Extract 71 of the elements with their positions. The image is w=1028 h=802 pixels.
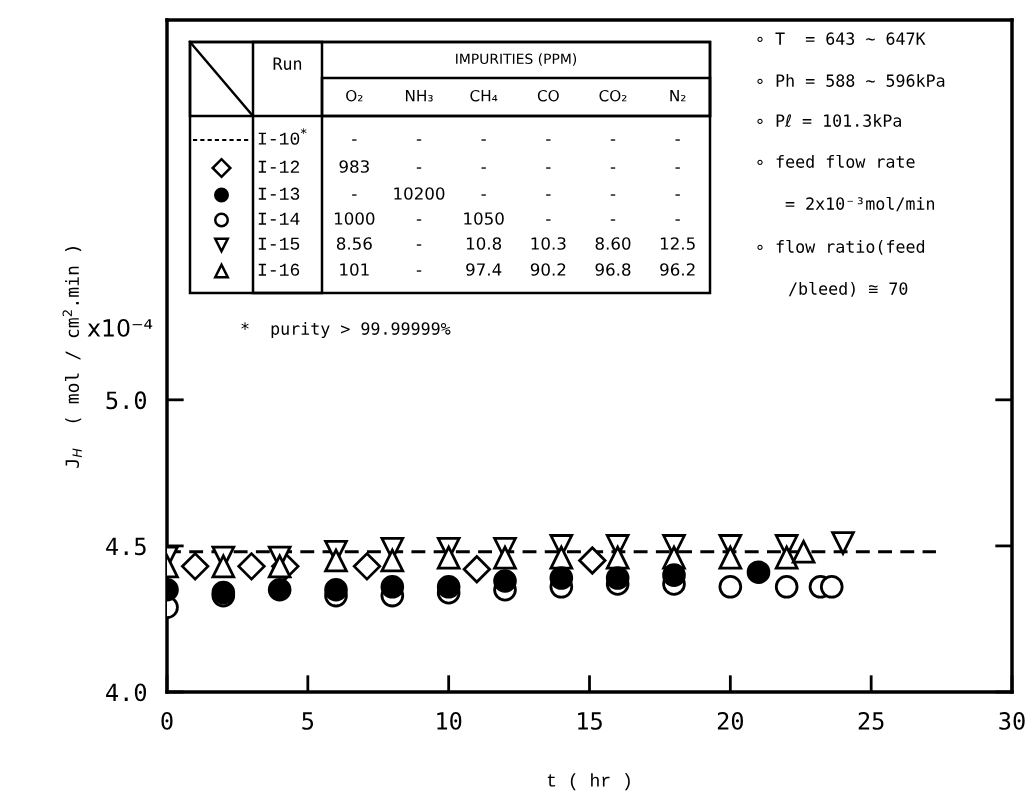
annotation: 1050 — [464, 212, 504, 225]
y-tick-label: 4.0 — [106, 683, 147, 702]
annotation: ∘ Ph = 588 ∼ 596kPa — [757, 73, 945, 87]
annotation: 10200 — [394, 187, 445, 200]
annotation: - — [352, 194, 357, 196]
annotation: N₂ — [670, 90, 686, 102]
annotation: - — [675, 194, 680, 196]
annotation: - — [416, 139, 422, 141]
legend-label: I-16 — [258, 263, 300, 276]
annotation: - — [610, 139, 616, 141]
annotation: - — [546, 139, 551, 141]
annotation: - — [610, 167, 616, 169]
annotation: NH₃ — [405, 90, 433, 102]
annotation: 983 — [339, 160, 369, 173]
annotation: CH₄ — [470, 89, 498, 102]
annotation: 12.5 — [660, 237, 695, 250]
x-tick-label: 15 — [578, 712, 602, 730]
annotation: /bleed) ≅ 70 — [788, 281, 908, 297]
annotation: = 2x10⁻³mol/min — [785, 196, 935, 212]
annotation: 96.2 — [660, 263, 695, 276]
annotation: - — [481, 139, 486, 141]
annotation: 10.8 — [466, 237, 502, 250]
annotation: - — [675, 167, 680, 169]
annotation: - — [546, 194, 551, 196]
y-tick-label: 5.0 — [106, 391, 147, 410]
annotation: ∘ feed flow rate — [757, 154, 915, 168]
annotation: 101 — [340, 263, 369, 276]
legend-label: I-12 — [258, 160, 300, 173]
annotation: Run — [273, 57, 302, 70]
legend-label: I-15 — [258, 237, 300, 250]
annotation: ∘ flow ratio(feed — [757, 239, 925, 255]
x-tick-label: 5 — [302, 712, 314, 730]
x-axis-title: t ( hr ) — [547, 773, 630, 791]
annotation: - — [546, 219, 551, 221]
annotation: - — [546, 167, 551, 169]
annotation: CO₂ — [599, 89, 627, 102]
x-tick-label: 30 — [999, 711, 1025, 730]
annotation: - — [416, 270, 422, 272]
annotation: ∘ Pℓ = 101.3kPa — [757, 113, 901, 127]
annotation: O₂ — [346, 89, 363, 102]
annotation: - — [675, 139, 680, 141]
annotation: - — [416, 167, 422, 169]
annotation: - — [610, 194, 616, 196]
annotation: 8.56 — [336, 237, 372, 250]
legend-label: I-13 — [258, 187, 300, 200]
text: J$_{H}$ ( mol / cm$^{2}$.min ) — [62, 247, 82, 468]
x-tick-label: 0 — [161, 711, 173, 730]
annotation: CO — [537, 89, 559, 102]
x-tick-label: 25 — [858, 711, 884, 730]
annotation: - — [481, 194, 486, 196]
annotation: - — [352, 139, 357, 141]
annotation: IMPURITIES (PPM) — [456, 53, 577, 66]
annotation: - — [481, 167, 486, 169]
annotation: * purity > 99.99999% — [241, 321, 451, 339]
annotation: 90.2 — [530, 263, 566, 276]
text: x10⁻⁴ — [87, 318, 153, 337]
x-tick-label: 10 — [437, 711, 462, 730]
legend-label: I-14 — [258, 212, 300, 225]
legend-label: I-10$^{*}$ — [258, 128, 307, 145]
annotation: - — [416, 244, 422, 246]
annotation: 97.4 — [466, 263, 502, 276]
annotation: 8.60 — [595, 237, 631, 250]
y-tick-label: 4.5 — [106, 537, 146, 556]
annotation: 1000 — [334, 212, 375, 225]
annotation: 96.8 — [595, 263, 631, 276]
annotation: ∘ T = 643 ∼ 647K — [757, 32, 926, 45]
annotation: 10.3 — [531, 237, 566, 250]
annotation: - — [675, 219, 680, 221]
x-tick-label: 20 — [717, 711, 744, 730]
annotation: - — [416, 219, 422, 221]
annotation: - — [610, 219, 616, 221]
